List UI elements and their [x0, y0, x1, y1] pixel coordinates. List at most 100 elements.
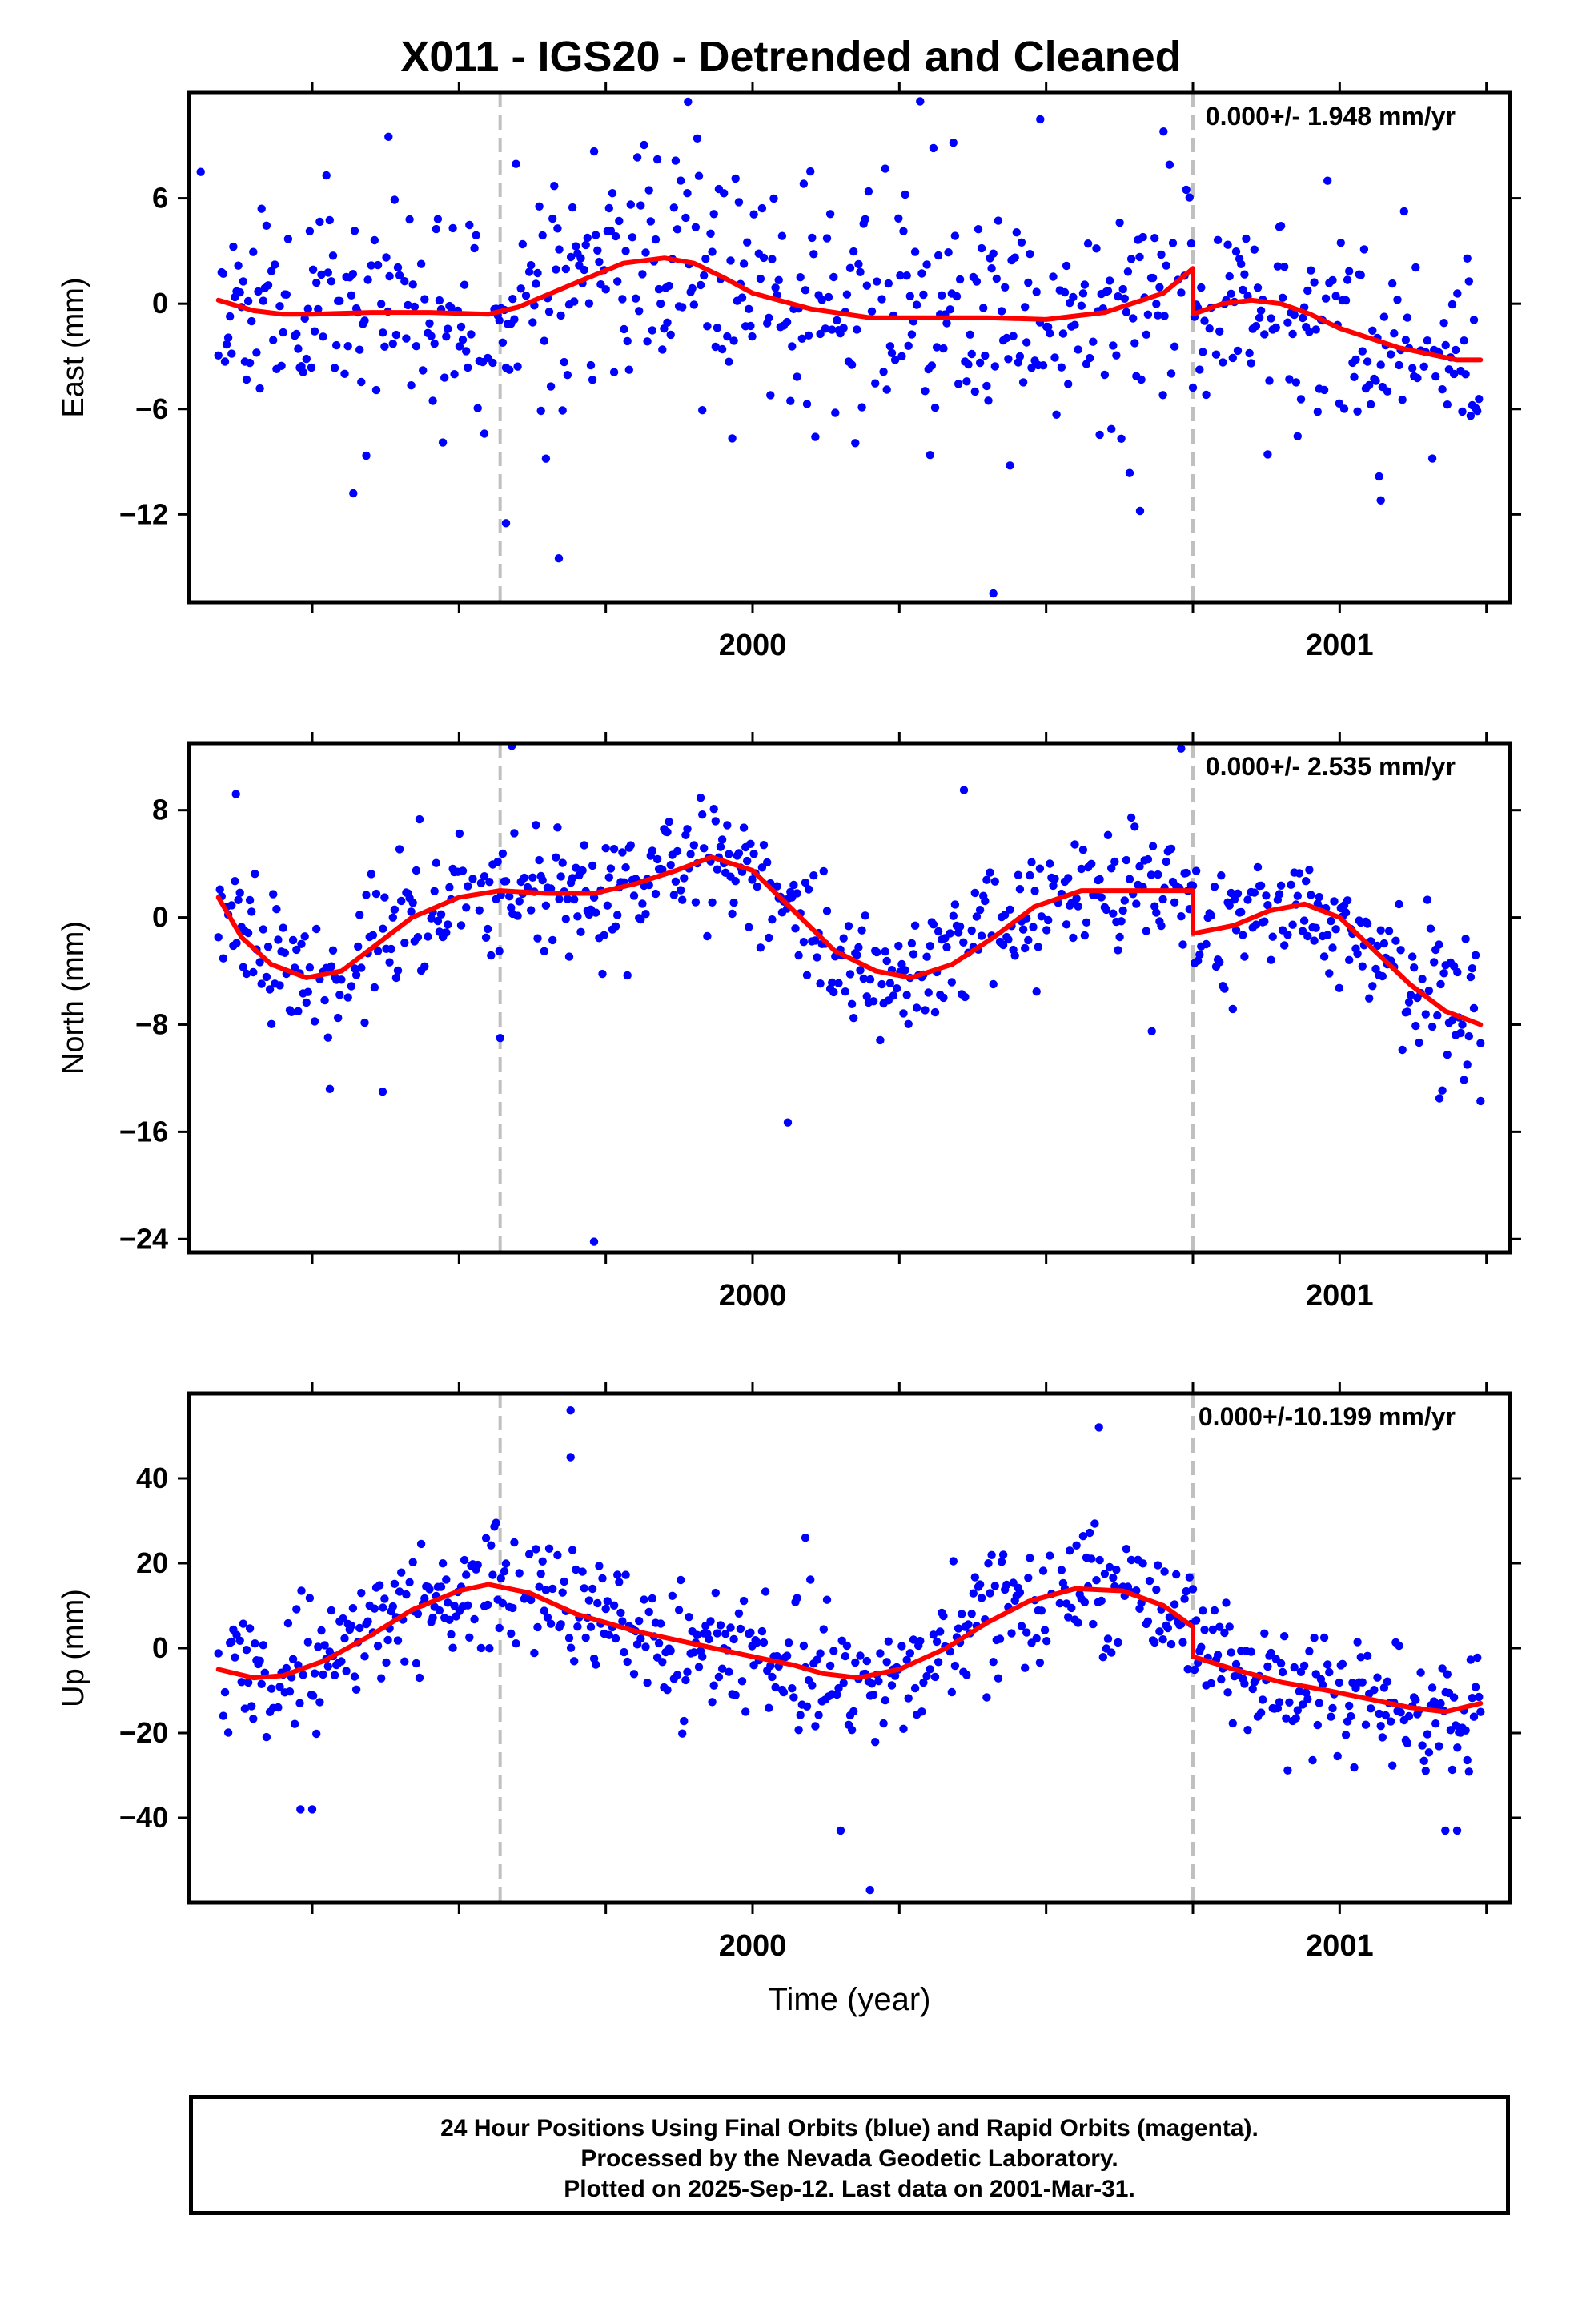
data-point: [1449, 369, 1459, 379]
data-point: [1435, 1742, 1443, 1751]
data-point: [673, 846, 682, 856]
data-point: [263, 281, 273, 290]
data-point: [1210, 1606, 1219, 1615]
data-point: [828, 325, 837, 334]
data-point: [1080, 1598, 1090, 1607]
data-point: [1183, 1665, 1192, 1674]
data-point: [1468, 964, 1477, 973]
data-point: [950, 1661, 960, 1671]
data-point: [259, 296, 267, 305]
data-point: [1271, 323, 1281, 332]
data-point: [1248, 1684, 1257, 1694]
data-point: [1290, 1663, 1299, 1672]
data-point: [1313, 1720, 1323, 1730]
data-point: [1207, 1679, 1216, 1688]
data-point: [1154, 1561, 1162, 1570]
data-point: [777, 231, 787, 240]
data-point: [279, 923, 287, 932]
data-point: [731, 174, 740, 183]
data-point: [711, 342, 720, 352]
data-point: [669, 891, 678, 899]
data-point: [1162, 857, 1170, 866]
data-point: [1064, 874, 1073, 883]
data-point: [1438, 1086, 1447, 1095]
data-point: [1313, 408, 1323, 416]
data-point: [851, 1658, 860, 1667]
y-tick-label: 8: [152, 794, 168, 826]
data-point: [1260, 1629, 1269, 1638]
data-point-outlier: [1094, 1423, 1103, 1432]
data-point: [1026, 1554, 1034, 1562]
data-point: [1327, 916, 1335, 926]
data-point: [1356, 271, 1366, 279]
data-point: [912, 1003, 921, 1012]
data-point: [267, 1019, 276, 1029]
data-point: [720, 189, 729, 198]
data-point: [1021, 1663, 1030, 1672]
data-point: [334, 1013, 343, 1023]
data-point: [1395, 899, 1403, 909]
data-point: [512, 1639, 520, 1648]
data-point: [495, 1623, 504, 1633]
data-point: [553, 1550, 562, 1560]
data-point: [857, 403, 866, 412]
data-point: [227, 349, 236, 358]
data-point: [283, 235, 293, 243]
data-point: [1353, 949, 1362, 959]
data-point: [618, 295, 627, 304]
data-point: [1231, 247, 1241, 256]
data-point: [1464, 277, 1474, 286]
data-point: [1105, 1562, 1114, 1572]
data-point: [570, 1657, 579, 1666]
data-point: [1199, 348, 1207, 356]
data-point: [420, 1594, 429, 1603]
data-point: [1305, 328, 1314, 336]
data-point: [319, 332, 327, 341]
data-point: [932, 1637, 942, 1647]
data-point: [1328, 943, 1337, 952]
data-point: [1118, 284, 1127, 294]
data-point: [1396, 1708, 1405, 1717]
y-tick-label: −12: [119, 497, 168, 530]
data-point: [432, 224, 440, 234]
data-point: [1430, 958, 1439, 967]
data-point: [1220, 1628, 1229, 1638]
data-point: [252, 348, 261, 357]
data-point: [415, 814, 424, 824]
data-point: [476, 1643, 486, 1653]
data-point: [907, 939, 917, 948]
data-point: [1195, 950, 1204, 959]
data-point: [743, 238, 752, 247]
data-point: [629, 1670, 639, 1679]
data-point: [1335, 1678, 1344, 1687]
data-point: [458, 866, 468, 875]
data-point: [578, 1567, 587, 1576]
data-point: [1154, 311, 1162, 320]
data-point: [1438, 1664, 1447, 1673]
data-point: [368, 931, 378, 940]
data-point: [251, 1639, 259, 1648]
data-point: [1276, 222, 1286, 231]
data-point: [708, 247, 717, 256]
data-point: [734, 849, 744, 858]
data-point: [279, 328, 287, 337]
data-point: [713, 324, 722, 332]
data-point: [745, 923, 753, 931]
data-point: [626, 200, 635, 209]
data-point: [540, 947, 548, 956]
data-point: [249, 967, 258, 977]
data-point: [725, 850, 733, 858]
data-point: [644, 186, 653, 195]
data-point: [1166, 1639, 1176, 1649]
data-point: [683, 1667, 692, 1676]
data-point: [972, 277, 982, 286]
data-point: [1004, 935, 1013, 944]
data-point: [922, 260, 931, 269]
data-point: [584, 299, 594, 308]
data-point: [1363, 1651, 1372, 1660]
data-point: [1215, 1622, 1224, 1631]
data-point: [1379, 312, 1389, 321]
data-point: [1351, 355, 1360, 364]
data-point: [1323, 931, 1332, 939]
data-point: [413, 933, 423, 942]
